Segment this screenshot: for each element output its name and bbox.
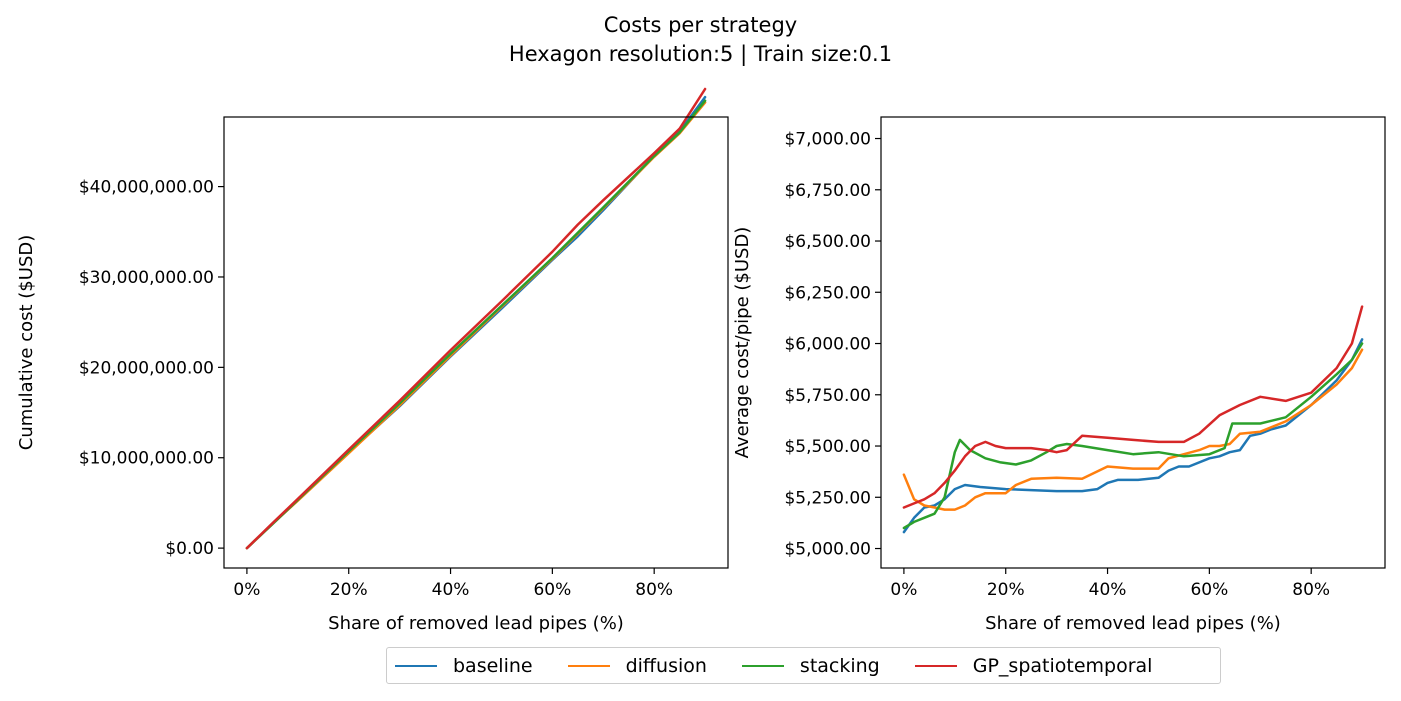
y-tick-label: $5,250.00 bbox=[784, 488, 871, 508]
y-tick-label: $5,500.00 bbox=[784, 437, 871, 457]
chart-panel-2: 0% 20% 40% 60% 80% $5,000.00 $5,250.00 $5,500.0… bbox=[732, 116, 1386, 634]
x-tick-label: 40% bbox=[1089, 580, 1127, 600]
y-tick-label: $30,000,000.00 bbox=[79, 268, 214, 288]
legend-label: baseline bbox=[453, 654, 533, 677]
series-line-stacking bbox=[902, 342, 1364, 530]
y-tick-label: $20,000,000.00 bbox=[79, 358, 214, 378]
legend-label: GP_spatiotemporal bbox=[972, 654, 1153, 677]
y-tick-label: $0.00 bbox=[165, 539, 214, 559]
legend-item-diffusion: diffusion bbox=[567, 654, 707, 677]
series-line-baseline bbox=[902, 338, 1364, 534]
x-tick-label: 20% bbox=[987, 580, 1025, 600]
y-axis-label: Average cost/pipe ($USD) bbox=[732, 227, 753, 459]
legend-swatch bbox=[395, 664, 437, 667]
legend: baseline diffusion stacking GP_spatiotempor… bbox=[386, 647, 1221, 684]
x-tick-label: 20% bbox=[330, 580, 368, 600]
x-axis-label: Share of removed lead pipes (%) bbox=[328, 613, 624, 634]
legend-label: stacking bbox=[799, 654, 880, 677]
series-line-GP_spatiotemporal bbox=[245, 87, 707, 550]
y-tick-label: $6,750.00 bbox=[784, 181, 871, 201]
y-tick-label: $6,250.00 bbox=[784, 283, 871, 303]
x-tick-label: 0% bbox=[233, 580, 260, 600]
legend-swatch bbox=[914, 664, 957, 667]
y-axis-label: Cumulative cost ($USD) bbox=[16, 235, 37, 450]
x-tick-label: 60% bbox=[533, 580, 571, 600]
y-tick-label: $5,000.00 bbox=[784, 540, 871, 560]
legend-item-GP_spatiotemporal: GP_spatiotemporal bbox=[914, 654, 1153, 677]
axes-frame bbox=[223, 116, 729, 569]
x-tick-label: 60% bbox=[1190, 580, 1228, 600]
legend-swatch bbox=[567, 664, 610, 667]
x-tick-label: 80% bbox=[1292, 580, 1330, 600]
figure-subtitle: Hexagon resolution:5 | Train size:0.1 bbox=[508, 42, 893, 66]
axes-frame bbox=[880, 116, 1386, 569]
x-tick-label: 80% bbox=[635, 580, 673, 600]
series-line-GP_spatiotemporal bbox=[902, 305, 1364, 509]
y-tick-label: $7,000.00 bbox=[784, 130, 871, 150]
legend-swatch bbox=[741, 664, 784, 667]
y-tick-label: $10,000,000.00 bbox=[79, 449, 214, 469]
y-tick-label: $5,750.00 bbox=[784, 386, 871, 406]
legend-label: diffusion bbox=[625, 654, 707, 677]
figure-title: Costs per strategy bbox=[603, 13, 798, 37]
y-tick-label: $6,500.00 bbox=[784, 232, 871, 252]
series-line-diffusion bbox=[902, 348, 1364, 511]
y-tick-label: $40,000,000.00 bbox=[79, 178, 214, 198]
chart-panel-1: 0% 20% 40% 60% 80% $0.00 $10,000,000.00 $20,000… bbox=[16, 87, 729, 634]
legend-item-stacking: stacking bbox=[741, 654, 880, 677]
x-tick-label: 40% bbox=[432, 580, 470, 600]
x-tick-label: 0% bbox=[890, 580, 917, 600]
legend-item-baseline: baseline bbox=[395, 655, 533, 677]
x-axis-label: Share of removed lead pipes (%) bbox=[985, 613, 1281, 634]
y-tick-label: $6,000.00 bbox=[784, 335, 871, 355]
